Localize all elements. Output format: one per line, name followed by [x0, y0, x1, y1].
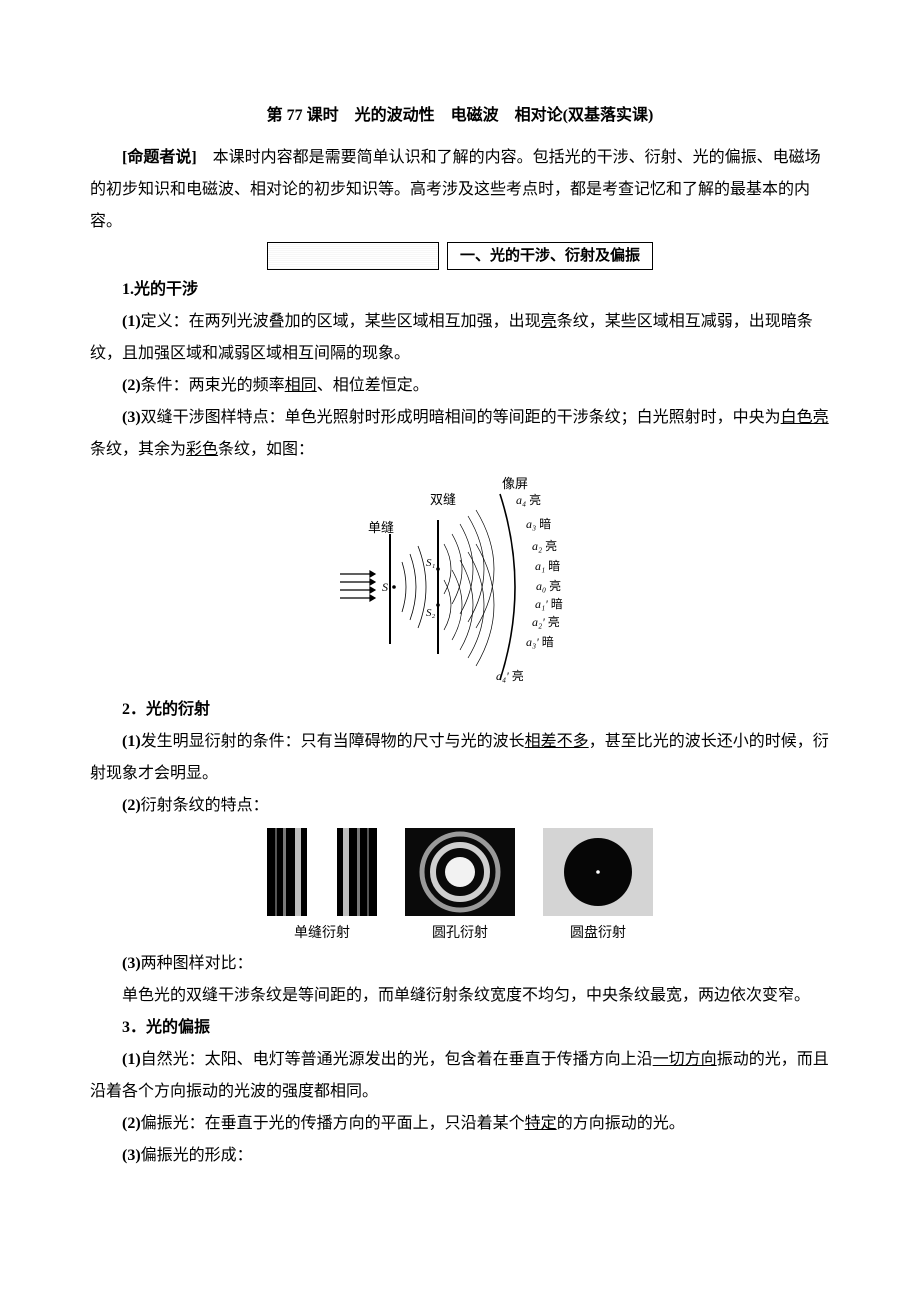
- single-arcs: [402, 546, 426, 628]
- s2-3-label: (3): [122, 955, 141, 972]
- s2-2-text: 衍射条纹的特点：: [141, 797, 269, 814]
- label-s: S: [382, 580, 388, 594]
- s2-item-1: (1)发生明显衍射的条件：只有当障碍物的尺寸与光的波长相差不多，甚至比光的波长还…: [90, 726, 830, 790]
- s3-1-a: 自然光：太阳、电灯等普通光源发出的光，包含着在垂直于传播方向上沿: [141, 1051, 653, 1068]
- intro-paragraph: [命题者说] 本课时内容都是需要简单认识和了解的内容。包括光的干涉、衍射、光的偏…: [90, 142, 830, 238]
- s1-3-label: (3): [122, 409, 141, 426]
- svg-text:a₃' 暗: a₃' 暗: [526, 634, 554, 649]
- s1-3-mid: 条纹，其余为: [90, 441, 186, 458]
- diff-caption-2: 圆孔衍射: [405, 920, 515, 948]
- s1-1-underline: 亮: [541, 313, 557, 330]
- svg-text:a₃ 暗: a₃ 暗: [526, 516, 551, 531]
- label-s1: S₁: [426, 557, 436, 569]
- svg-text:a₁' 暗: a₁' 暗: [535, 596, 563, 611]
- interference-svg: 像屏 双缝 单缝 S S₁ S₂: [330, 474, 590, 684]
- s2-3-para: 单色光的双缝干涉条纹是等间距的，而单缝衍射条纹宽度不均匀，中央条纹最宽，两边依次…: [90, 980, 830, 1012]
- single-slit-svg: [267, 828, 377, 916]
- section-box-row: 一、光的干涉、衍射及偏振: [90, 242, 830, 270]
- s2-2-label: (2): [122, 797, 141, 814]
- s1-item-2: (2)条件：两束光的频率相同、相位差恒定。: [90, 370, 830, 402]
- interference-diagram: 像屏 双缝 单缝 S S₁ S₂: [90, 474, 830, 684]
- label-double: 双缝: [430, 492, 456, 507]
- s1-2-label: (2): [122, 377, 141, 394]
- s1-3-u2: 彩色: [186, 441, 218, 458]
- s3-3-text: 偏振光的形成：: [141, 1147, 253, 1164]
- diff-circular-hole: 圆孔衍射: [405, 828, 515, 948]
- diff-circular-disk: 圆盘衍射: [543, 828, 653, 948]
- double-arcs: [444, 510, 494, 666]
- s3-item-1: (1)自然光：太阳、电灯等普通光源发出的光，包含着在垂直于传播方向上沿一切方向振…: [90, 1044, 830, 1108]
- s3-2-underline: 特定: [525, 1115, 557, 1132]
- s3-heading: 3．光的偏振: [90, 1012, 830, 1044]
- s2-3-text: 两种图样对比：: [141, 955, 253, 972]
- svg-text:a₄' 亮: a₄' 亮: [496, 668, 524, 683]
- s3-2-b: 的方向振动的光。: [557, 1115, 685, 1132]
- s1-item-1: (1)定义：在两列光波叠加的区域，某些区域相互加强，出现亮条纹，某些区域相互减弱…: [90, 306, 830, 370]
- s3-1-underline: 一切方向: [653, 1051, 717, 1068]
- s3-item-3: (3)偏振光的形成：: [90, 1140, 830, 1172]
- diff-caption-1: 单缝衍射: [267, 920, 377, 948]
- svg-text:a₁ 暗: a₁ 暗: [535, 558, 560, 573]
- s3-1-label: (1): [122, 1051, 141, 1068]
- s3-3-label: (3): [122, 1147, 141, 1164]
- label-s2: S₂: [426, 607, 436, 619]
- screen-arc: [500, 494, 515, 680]
- s1-item-3: (3)双缝干涉图样特点：单色光照射时形成明暗相间的等间距的干涉条纹；白光照射时，…: [90, 402, 830, 466]
- s1-2-underline: 相同: [285, 377, 317, 394]
- s1-3-a: 双缝干涉图样特点：单色光照射时形成明暗相间的等间距的干涉条纹；白光照射时，中央为: [141, 409, 781, 426]
- diffraction-figures: 单缝衍射 圆孔衍射 圆盘衍射: [90, 828, 830, 948]
- s3-2-label: (2): [122, 1115, 141, 1132]
- s1-2-a: 条件：两束光的频率: [141, 377, 285, 394]
- s2-heading: 2．光的衍射: [90, 694, 830, 726]
- circular-disk-svg: [543, 828, 653, 916]
- s2-1-a: 发生明显衍射的条件：只有当障碍物的尺寸与光的波长: [141, 733, 525, 750]
- document-page: 第 77 课时 光的波动性 电磁波 相对论(双基落实课) [命题者说] 本课时内…: [0, 0, 920, 1302]
- s1-1-label: (1): [122, 313, 141, 330]
- s2-item-3: (3)两种图样对比：: [90, 948, 830, 980]
- diff-caption-3: 圆盘衍射: [543, 920, 653, 948]
- page-title: 第 77 课时 光的波动性 电磁波 相对论(双基落实课): [90, 100, 830, 132]
- svg-text:a₂ 亮: a₂ 亮: [532, 538, 557, 553]
- circular-hole-svg: [405, 828, 515, 916]
- section-box-label: 一、光的干涉、衍射及偏振: [447, 242, 653, 270]
- source-arrows: [340, 571, 375, 601]
- intro-text: 本课时内容都是需要简单认识和了解的内容。包括光的干涉、衍射、光的偏振、电磁场的初…: [90, 149, 821, 230]
- s2-1-label: (1): [122, 733, 141, 750]
- s3-item-2: (2)偏振光：在垂直于光的传播方向的平面上，只沿着某个特定的方向振动的光。: [90, 1108, 830, 1140]
- svg-text:a₂' 亮: a₂' 亮: [532, 614, 560, 629]
- svg-text:a₀ 亮: a₀ 亮: [536, 578, 561, 593]
- right-labels-group: a₄ 亮 a₃ 暗 a₂ 亮 a₁ 暗 a₀ 亮 a₁' 暗 a₂' 亮 a₃'…: [516, 492, 563, 649]
- s1-3-b: 条纹，如图：: [218, 441, 314, 458]
- s1-1-a: 定义：在两列光波叠加的区域，某些区域相互加强，出现: [141, 313, 541, 330]
- s2-item-2: (2)衍射条纹的特点：: [90, 790, 830, 822]
- intro-label: [命题者说]: [122, 149, 197, 166]
- section-box-empty: [267, 242, 439, 270]
- s2-1-underline: 相差不多: [525, 733, 589, 750]
- diff-single-slit: 单缝衍射: [267, 828, 377, 948]
- label-single: 单缝: [368, 520, 394, 535]
- s3-2-a: 偏振光：在垂直于光的传播方向的平面上，只沿着某个: [141, 1115, 525, 1132]
- s1-heading: 1.光的干涉: [90, 274, 830, 306]
- s1-3-u1: 白色亮: [781, 409, 829, 426]
- svg-text:a₄ 亮: a₄ 亮: [516, 492, 541, 507]
- label-screen: 像屏: [502, 476, 528, 491]
- s1-2-b: 、相位差恒定。: [317, 377, 429, 394]
